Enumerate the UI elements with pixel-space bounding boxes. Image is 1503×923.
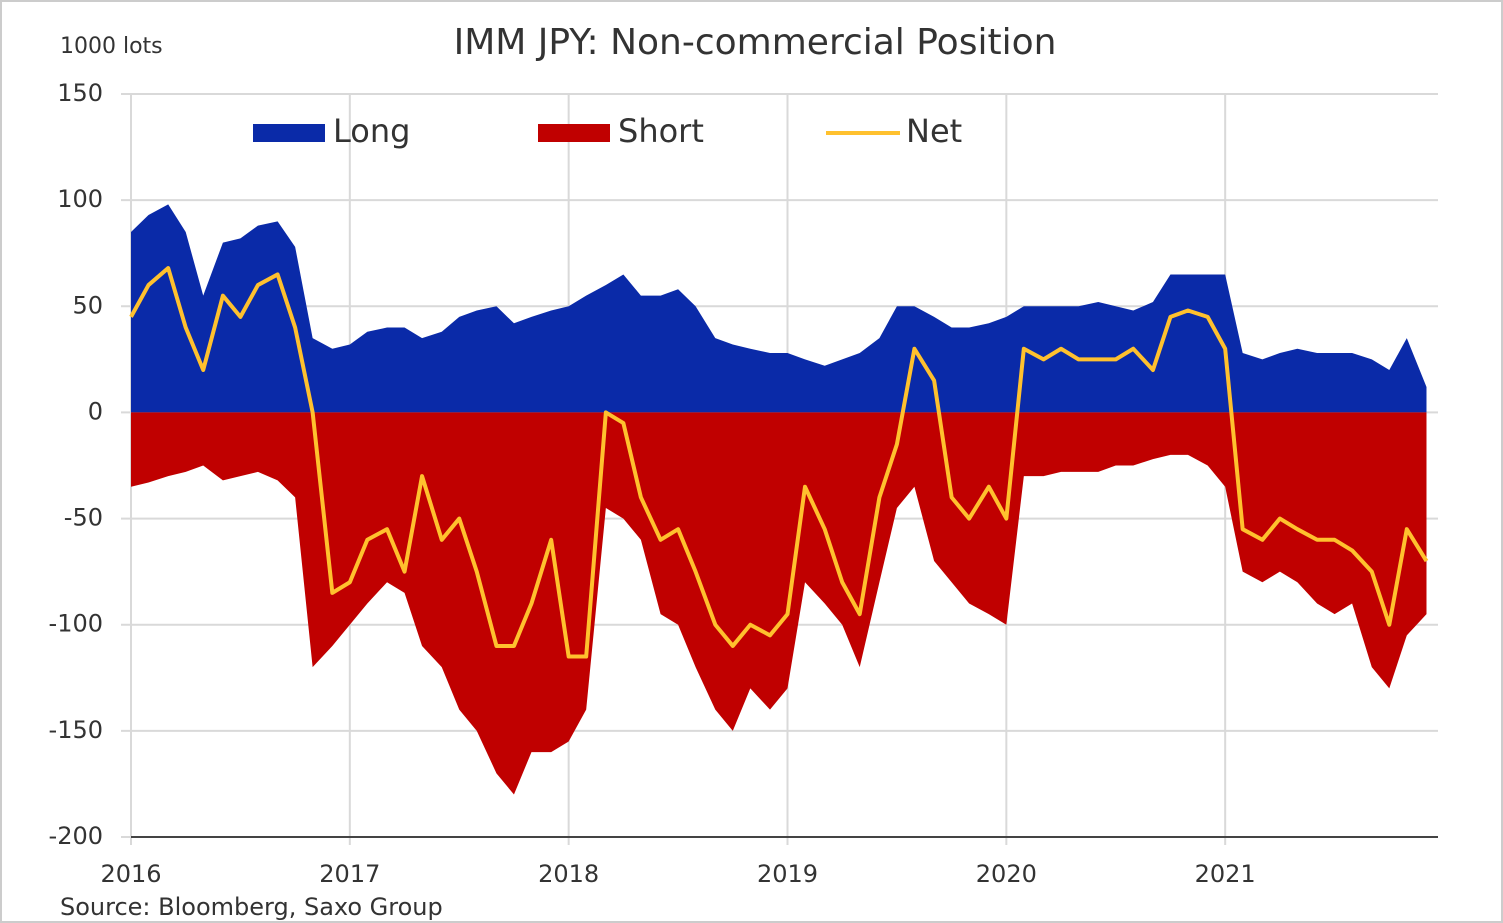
legend-label: Long <box>333 112 410 150</box>
x-tick-label: 2019 <box>757 860 818 888</box>
y-label: 1000 lots <box>60 34 163 59</box>
y-tick-label: -200 <box>49 822 103 850</box>
line <box>129 266 1429 659</box>
area <box>131 412 1427 795</box>
y-tick-label: 150 <box>57 79 103 107</box>
y-tick-label: 50 <box>72 291 103 319</box>
x-tick-label: 2016 <box>100 860 161 888</box>
x-tick-label: 2021 <box>1195 860 1256 888</box>
y-tick-label: -100 <box>49 610 103 638</box>
y-tick-label: -50 <box>64 504 103 532</box>
source: Source: Bloomberg, Saxo Group <box>60 893 443 921</box>
chart-title: IMM JPY: Non-commercial Position <box>454 22 1057 63</box>
x-tick-label: 2018 <box>538 860 599 888</box>
x-tick-label: 2020 <box>976 860 1037 888</box>
y-tick-label: 100 <box>57 185 103 213</box>
legend-swatch <box>253 124 325 142</box>
legend-swatch <box>538 124 610 142</box>
y-tick-label: 0 <box>88 397 103 425</box>
y-tick-label: -150 <box>49 716 103 744</box>
x-tick-label: 2017 <box>319 860 380 888</box>
legend-label: Net <box>906 112 962 150</box>
legend-label: Short <box>618 112 704 150</box>
